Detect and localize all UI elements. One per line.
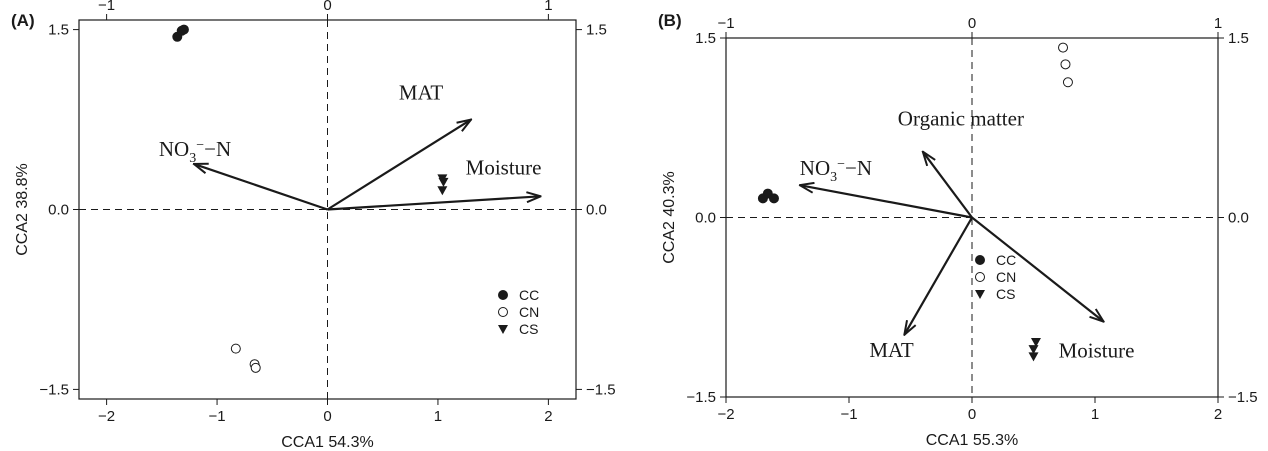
vector-arrow (971, 216, 1104, 322)
legend-marker-cn (498, 307, 508, 317)
y-axis-title: CCA2 40.3% (661, 171, 678, 264)
y-tick-label: 1.5 (695, 30, 716, 47)
legend-label: CC (519, 287, 539, 303)
x-tick-label: 2 (1214, 406, 1222, 423)
legend-label: CN (519, 304, 539, 320)
legend-marker-cs (498, 325, 508, 334)
top-tick-label: 0 (323, 0, 331, 14)
vector-arrow (800, 185, 973, 219)
vector-arrow (194, 164, 328, 211)
legend-label: CS (996, 286, 1015, 302)
panel-a: −2 −1 0 1 2 −1.5 0.0 1.5 −1 0 1 1.5 0.0 −1.5 CCA1 54.3… (11, 0, 616, 451)
right-tick-label: 0.0 (1228, 210, 1249, 227)
legend-marker-cn (975, 272, 985, 282)
x-tick-label: 0 (968, 406, 976, 423)
right-tick-label: −1.5 (1228, 389, 1258, 406)
vector-label-part: 3 (830, 170, 837, 185)
x-tick-label: 1 (1091, 406, 1099, 423)
y-axis-title: CCA2 38.8% (14, 163, 31, 256)
point-cn (1058, 42, 1069, 53)
vector-arrow (326, 120, 472, 211)
right-tick-label: 0.0 (586, 202, 607, 219)
vector-label-part: NO (800, 156, 830, 180)
top-tick-label: 0 (968, 15, 976, 32)
legend-label: CN (996, 269, 1016, 285)
x-tick-label: −2 (717, 406, 734, 423)
vector-label-part: − (837, 157, 845, 172)
vector-label: MAT (869, 338, 914, 362)
y-tick-label: 1.5 (48, 22, 69, 39)
y-tick-label: 0.0 (48, 202, 69, 219)
point-cn (1062, 77, 1073, 88)
y-tick-label: −1.5 (686, 389, 716, 406)
point-cs (1030, 337, 1041, 347)
right-tick-label: 1.5 (1228, 30, 1249, 47)
top-tick-label: −1 (98, 0, 115, 14)
panel-label: (B) (658, 11, 682, 30)
legend-label: CS (519, 321, 538, 337)
y-tick-label: 0.0 (695, 210, 716, 227)
vector-label: Moisture (1059, 339, 1135, 363)
point-cc (178, 24, 189, 35)
point-cn (230, 343, 241, 354)
x-tick-label: 0 (323, 408, 331, 425)
vector-label: NO3−−N (159, 137, 231, 166)
x-tick-label: 2 (544, 408, 552, 425)
right-tick-label: −1.5 (586, 381, 616, 398)
x-tick-label: −2 (98, 408, 115, 425)
vector-label: Organic matter (898, 107, 1024, 131)
panel-label: (A) (11, 11, 35, 30)
point-cn (1060, 59, 1071, 70)
vector-label-part: MAT (869, 338, 914, 362)
vector-label: Moisture (466, 155, 542, 179)
vector-label-part: Moisture (1059, 339, 1135, 363)
x-axis-title: CCA1 54.3% (281, 434, 374, 451)
x-axis-title: CCA1 55.3% (926, 432, 1019, 449)
vector-label-part: NO (159, 137, 189, 161)
vector-arrow (923, 152, 973, 219)
legend-marker-cc (975, 255, 985, 265)
vector-label-part: 3 (189, 151, 196, 166)
vector-label-part: Organic matter (898, 107, 1024, 131)
x-tick-label: 1 (434, 408, 442, 425)
vector-label-part: −N (204, 137, 231, 161)
point-cs (438, 177, 449, 187)
x-tick-label: −1 (840, 406, 857, 423)
vector-label: MAT (399, 81, 444, 105)
vector-label-part: −N (845, 156, 872, 180)
top-tick-label: 1 (544, 0, 552, 14)
point-cs (1028, 352, 1039, 362)
vector-arrow (327, 196, 541, 211)
vector-label-part: − (196, 138, 204, 153)
point-cn (250, 362, 261, 373)
vector-label-part: MAT (399, 81, 444, 105)
legend-marker-cc (498, 290, 508, 300)
right-tick-label: 1.5 (586, 22, 607, 39)
y-tick-label: −1.5 (39, 381, 69, 398)
legend-label: CC (996, 252, 1016, 268)
point-cc (768, 193, 779, 204)
top-tick-label: −1 (717, 15, 734, 32)
point-cs (437, 186, 448, 196)
top-tick-label: 1 (1214, 15, 1222, 32)
x-tick-label: −1 (209, 408, 226, 425)
vector-arrow (904, 216, 973, 335)
legend-marker-cs (975, 290, 985, 299)
vector-label-part: Moisture (466, 155, 542, 179)
vector-label: NO3−−N (800, 156, 872, 185)
point-cs (1028, 345, 1039, 355)
